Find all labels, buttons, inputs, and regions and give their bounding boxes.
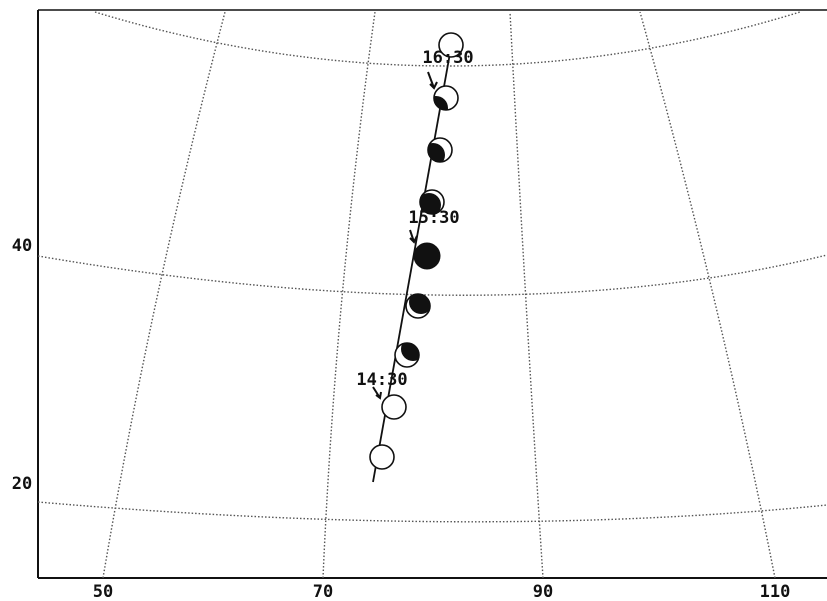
x-tick-label: 110 (760, 582, 791, 601)
phase-disks (369, 32, 464, 470)
time-label: 16:30 (422, 48, 473, 68)
time-label: 14:30 (356, 370, 407, 390)
map-frame (37, 9, 827, 579)
x-tick-label: 50 (93, 582, 113, 601)
y-tick-label: 40 (12, 236, 32, 256)
time-label: 15:30 (408, 208, 459, 228)
x-tick-label: 90 (533, 582, 553, 601)
graticule (37, 11, 827, 579)
y-axis-labels: 40 20 (12, 236, 32, 494)
x-tick-label: 70 (313, 582, 333, 601)
time-labels: 16:30 15:30 14:30 (356, 48, 473, 390)
y-tick-label: 20 (12, 474, 32, 494)
time-arrows (372, 71, 438, 400)
x-axis-labels: 50 70 90 110 (93, 582, 791, 601)
